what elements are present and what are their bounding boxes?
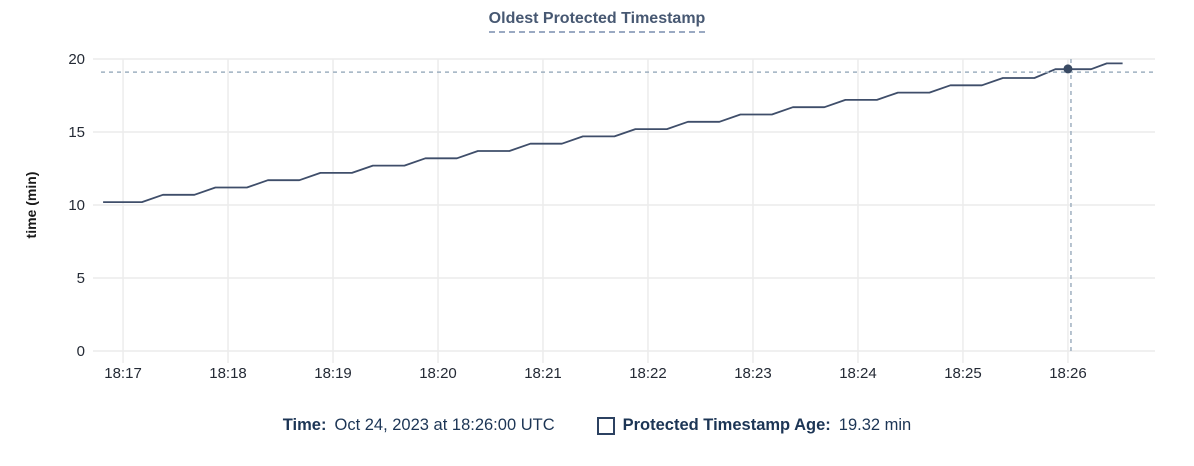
- y-tick-label: 10: [68, 197, 85, 214]
- x-tick-label: 18:26: [1049, 365, 1087, 382]
- series-legend-item[interactable]: Protected Timestamp Age: 19.32 min: [596, 416, 912, 435]
- y-axis-tick-labels: 0 5 10 15 20: [68, 51, 85, 360]
- x-tick-label: 18:19: [314, 365, 352, 382]
- hover-point: [1063, 64, 1073, 74]
- series-swatch-icon: [596, 416, 615, 435]
- y-tick-label: 15: [68, 124, 85, 141]
- x-tick-label: 18:23: [734, 365, 772, 382]
- chart-footer-legend: Time: Oct 24, 2023 at 18:26:00 UTC Prote…: [0, 416, 1194, 435]
- y-tick-label: 0: [77, 343, 85, 360]
- series-group: [103, 62, 1123, 204]
- y-tick-label: 5: [77, 270, 85, 287]
- x-tick-label: 18:22: [629, 365, 667, 382]
- x-tick-label: 18:21: [524, 365, 562, 382]
- x-tick-label: 18:20: [419, 365, 457, 382]
- x-tick-label: 18:24: [839, 365, 877, 382]
- time-value: Oct 24, 2023 at 18:26:00 UTC: [334, 416, 555, 434]
- series-value: 19.32 min: [838, 416, 912, 434]
- x-tick-label: 18:17: [104, 365, 142, 382]
- chart-title-row: Oldest Protected Timestamp: [0, 10, 1194, 33]
- y-tick-label: 20: [68, 51, 85, 68]
- gridlines: [93, 58, 1155, 363]
- chart-title[interactable]: Oldest Protected Timestamp: [488, 10, 706, 33]
- series-label: Protected Timestamp Age:: [622, 416, 831, 434]
- hover-crosshair-group: [101, 59, 1155, 351]
- time-label: Time:: [282, 416, 327, 434]
- series-line: [103, 62, 1123, 204]
- x-axis-tick-labels: 18:17 18:18 18:19 18:20 18:21 18:22 18:23 18:24…: [104, 365, 1086, 382]
- x-tick-label: 18:25: [944, 365, 982, 382]
- timeseries-chart[interactable]: 18:17 18:18 18:19 18:20 18:21 18:22 18:23 18:24…: [0, 0, 1194, 400]
- x-tick-label: 18:18: [209, 365, 247, 382]
